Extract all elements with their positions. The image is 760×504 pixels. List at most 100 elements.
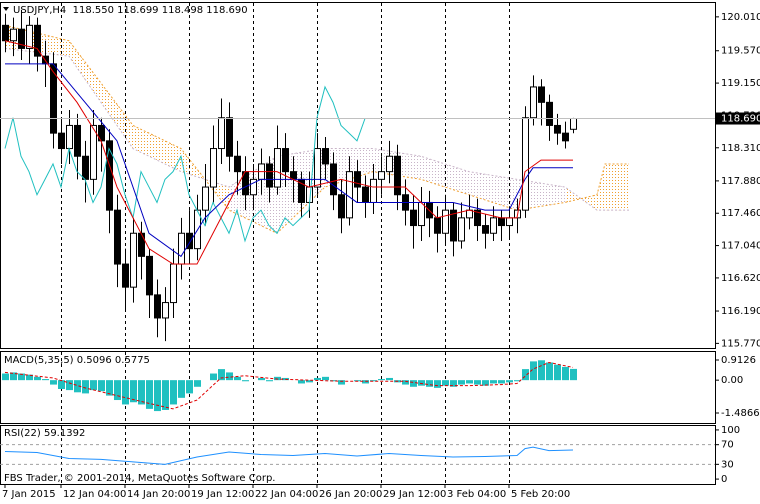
macd-bar: [466, 380, 473, 384]
macd-bar: [58, 380, 65, 389]
macd-bar: [122, 380, 129, 405]
rsi-title: RSI(22) 59.1392: [4, 428, 85, 439]
menu-arrow[interactable]: [3, 7, 9, 11]
macd-bar: [570, 368, 577, 381]
macd-bar: [210, 373, 217, 381]
candle-body: [314, 148, 321, 188]
panels: [0, 2, 716, 485]
macd-bar: [90, 380, 97, 391]
macd-bar: [138, 380, 145, 405]
macd-bar: [314, 377, 321, 381]
y-tick-label: 30: [721, 459, 734, 470]
senkou-b: [4, 47, 629, 211]
macd-bar: [490, 380, 497, 384]
candle-body: [282, 148, 289, 173]
candle-body: [146, 255, 153, 296]
macd-bar: [26, 374, 33, 381]
candle-body: [338, 194, 345, 219]
macd-bar: [362, 380, 369, 384]
x-tick-label: 7 Jan 2015: [2, 489, 56, 500]
candle-body: [330, 163, 337, 196]
rsi-line: [4, 446, 574, 465]
macd-bar: [426, 380, 433, 387]
macd-bar: [42, 379, 49, 381]
y-tick-label: 116.190: [721, 306, 760, 317]
footer: FBS Trader, © 2001-2014, MetaQuotes Soft…: [4, 473, 275, 484]
y-tick-label: 117.880: [721, 176, 760, 187]
macd-bar: [506, 380, 513, 383]
macd-bar: [482, 380, 489, 386]
candle-body: [250, 178, 257, 196]
candle-body: [66, 124, 73, 150]
y-tick-label: 120.010: [721, 12, 760, 23]
cloud-segment: [421, 156, 469, 195]
y-tick-label: -1.4866: [721, 408, 760, 419]
x-tick-label: 22 Jan 04:00: [255, 489, 318, 500]
macd-bar: [474, 380, 481, 385]
y-tick-label: 100: [721, 425, 740, 436]
macd-bar: [178, 380, 185, 398]
candle-body: [90, 124, 97, 180]
main-panel: [0, 2, 716, 349]
candle-body: [202, 186, 209, 211]
macd-bar: [338, 380, 345, 385]
candle-body: [474, 209, 481, 227]
candle-body: [162, 302, 169, 319]
macd-bar: [50, 380, 57, 385]
candle-body: [466, 209, 473, 219]
y-tick-label: 117.460: [721, 208, 760, 219]
last-price-label: 118.690: [721, 114, 760, 125]
macd-bar: [194, 380, 201, 387]
macd-bar: [2, 373, 9, 381]
macd-bar: [386, 377, 393, 381]
macd-bar: [266, 380, 273, 382]
macd-bar: [498, 380, 505, 384]
macd-bar: [226, 372, 233, 381]
macd-bar: [562, 366, 569, 381]
candle-body: [234, 155, 241, 173]
y-tick-label: 118.310: [721, 143, 760, 154]
candle-body: [178, 232, 185, 265]
macd-bar: [154, 380, 161, 412]
macd-bar: [402, 380, 409, 385]
candle-body: [106, 140, 113, 211]
macd-bar: [130, 380, 137, 403]
macd-bar: [146, 380, 153, 409]
x-tick-label: 12 Jan 04:00: [63, 489, 126, 500]
y-tick-label: 116.620: [721, 273, 760, 284]
y-tick-label: 115.770: [721, 338, 760, 349]
macd-bar: [170, 380, 177, 405]
macd-bar: [434, 380, 441, 388]
macd-bar: [258, 377, 265, 381]
candle-body: [490, 217, 497, 234]
cloud-segment: [69, 40, 133, 149]
candle-body: [362, 186, 369, 203]
candle-body: [266, 163, 273, 188]
macd-bar: [242, 380, 249, 382]
macd-bar: [450, 380, 457, 387]
macd-bar: [514, 380, 521, 382]
macd-bar: [234, 376, 241, 381]
macd-bar: [418, 380, 425, 386]
y-tick-label: 119.150: [721, 78, 760, 89]
candle-body: [522, 117, 529, 211]
candle-body: [322, 148, 329, 165]
candle-body: [410, 209, 417, 227]
candle-body: [418, 201, 425, 227]
x-tick-label: 26 Jan 20:00: [319, 489, 382, 500]
macd-bar: [18, 373, 25, 381]
candle-body: [138, 232, 145, 257]
candle-body: [354, 171, 361, 188]
macd-bar: [370, 380, 377, 382]
cloud-segment: [605, 163, 629, 211]
macd-bar: [34, 376, 41, 381]
macd-bar: [74, 380, 81, 393]
macd-bar: [306, 380, 313, 383]
candle-body: [130, 232, 137, 288]
y-tick-label: 70: [721, 440, 734, 451]
candle-body: [186, 232, 193, 250]
candle-body: [26, 24, 33, 49]
macd-bar: [98, 380, 105, 392]
x-tick-label: 5 Feb 20:00: [511, 489, 570, 500]
